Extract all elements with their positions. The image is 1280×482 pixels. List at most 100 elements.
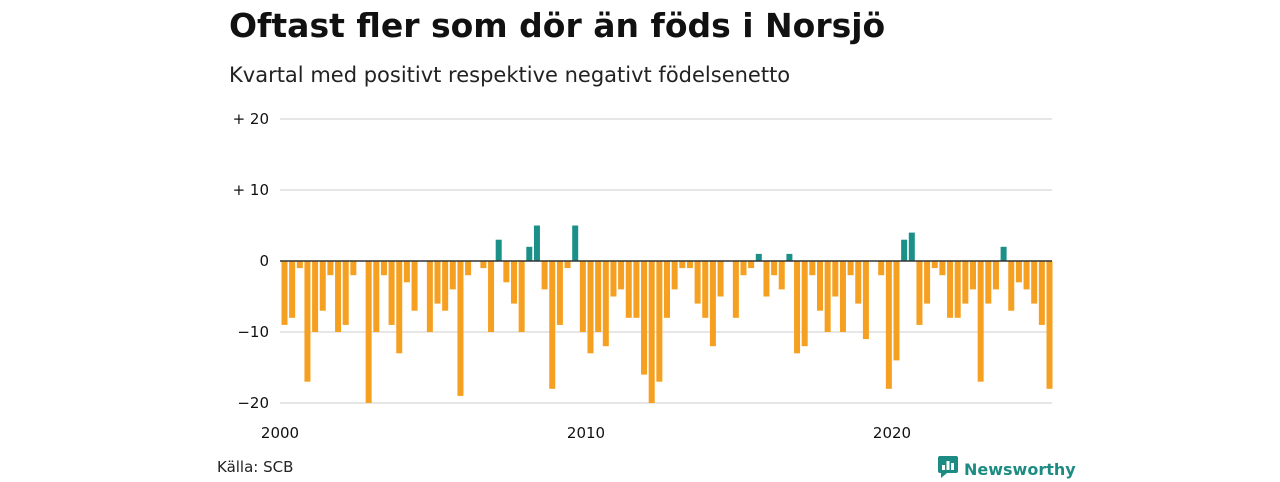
bar [289, 261, 296, 318]
bar [1046, 261, 1053, 389]
bar-chart: −20 −10 0 + 10 + 20 2000 2010 2020 [233, 110, 1053, 442]
bar [518, 261, 525, 332]
bar [954, 261, 961, 318]
bar [572, 225, 579, 261]
bar [847, 261, 854, 276]
bar [801, 261, 808, 347]
bar [1015, 261, 1022, 283]
bar [679, 261, 686, 269]
bar [541, 261, 548, 290]
y-tick-label: −10 [237, 323, 269, 341]
bar [878, 261, 885, 276]
bar [763, 261, 770, 297]
y-tick-label: + 10 [233, 181, 269, 199]
bar [962, 261, 969, 304]
bar [564, 261, 571, 269]
bar [465, 261, 472, 276]
bar [970, 261, 976, 290]
bar [809, 261, 816, 276]
bar [992, 261, 999, 290]
bar [671, 261, 678, 290]
bar [365, 261, 372, 403]
bar [862, 261, 869, 340]
bar [434, 261, 441, 304]
bar [778, 261, 785, 290]
bar [702, 261, 709, 318]
bar [1023, 261, 1030, 290]
bar [373, 261, 380, 332]
bar [304, 261, 311, 382]
bar [648, 261, 655, 403]
bar [335, 261, 342, 332]
bar [380, 261, 387, 276]
bar [633, 261, 640, 318]
bar [556, 261, 563, 325]
bar [924, 261, 931, 304]
bar [977, 261, 984, 382]
bar [947, 261, 954, 318]
brand-name: Newsworthy [964, 459, 1076, 479]
bar [411, 261, 418, 311]
bar [618, 261, 625, 290]
bar [388, 261, 395, 325]
gridlines [280, 118, 1052, 404]
bar [396, 261, 403, 354]
bar [931, 261, 938, 269]
x-tick-label: 2020 [873, 424, 911, 442]
bar [312, 261, 319, 332]
bar [511, 261, 517, 304]
bar [740, 261, 747, 276]
bar [602, 261, 609, 347]
bar [939, 261, 946, 276]
bar [908, 232, 915, 261]
bar [457, 261, 464, 396]
bar [587, 261, 594, 354]
source-note: Källa: SCB [217, 458, 294, 476]
bar [694, 261, 701, 304]
chart-title: Oftast fler som dör än föds i Norsjö [229, 6, 886, 45]
bar [1038, 261, 1045, 325]
bar [817, 261, 823, 311]
bar [664, 261, 670, 318]
y-axis-labels: −20 −10 0 + 10 + 20 [233, 110, 269, 412]
y-tick-label: 0 [259, 252, 269, 270]
bar [985, 261, 992, 304]
bar [1000, 246, 1007, 261]
bar [656, 261, 663, 382]
bar [403, 261, 410, 283]
bar [786, 253, 793, 261]
bars [281, 225, 1053, 403]
bar [717, 261, 724, 297]
bar [296, 261, 303, 269]
bar [732, 261, 739, 318]
bar [885, 261, 892, 389]
bar [1008, 261, 1015, 311]
y-tick-label: −20 [237, 394, 269, 412]
x-tick-label: 2000 [261, 424, 299, 442]
bar [480, 261, 487, 269]
bar [549, 261, 556, 389]
bar [595, 261, 602, 332]
bar [893, 261, 900, 361]
bar [426, 261, 433, 332]
newsworthy-logo-icon [938, 456, 958, 482]
bar [794, 261, 801, 354]
brand-logo[interactable]: Newsworthy [938, 456, 1076, 482]
bar [495, 239, 502, 261]
bar [350, 261, 357, 276]
bar [533, 225, 540, 261]
bar [327, 261, 334, 276]
bar [916, 261, 923, 325]
bar [442, 261, 449, 311]
bar [526, 246, 533, 261]
bar [281, 261, 288, 325]
bar [686, 261, 693, 269]
bar [449, 261, 456, 290]
y-tick-label: + 20 [233, 110, 269, 128]
bar [748, 261, 755, 269]
bar [503, 261, 510, 283]
bar [342, 261, 349, 325]
bar [824, 261, 831, 332]
bar [579, 261, 586, 332]
bar [771, 261, 778, 276]
